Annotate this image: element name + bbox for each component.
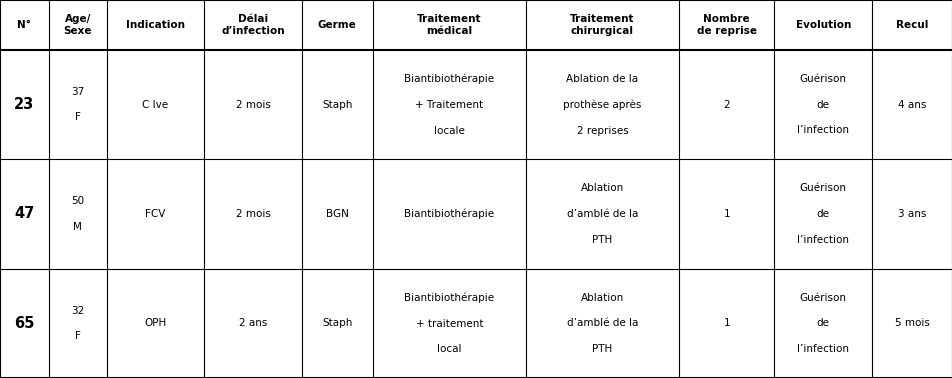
Text: Ablation

d’amblé de la

PTH: Ablation d’amblé de la PTH [566, 183, 638, 245]
Text: C Ive: C Ive [142, 100, 169, 110]
Text: Nombre
de reprise: Nombre de reprise [697, 14, 757, 36]
Text: BGN: BGN [326, 209, 348, 219]
Text: Délai
d’infection: Délai d’infection [221, 14, 285, 36]
Text: 4 ans: 4 ans [898, 100, 926, 110]
Text: 5 mois: 5 mois [895, 318, 929, 328]
Text: Evolution: Evolution [796, 20, 851, 30]
Text: 1: 1 [724, 209, 730, 219]
Text: OPH: OPH [144, 318, 167, 328]
Text: FCV: FCV [145, 209, 166, 219]
Text: Ablation

d’amblé de la

PTH: Ablation d’amblé de la PTH [566, 293, 638, 354]
Text: 50

M: 50 M [71, 196, 84, 232]
Text: Guérison

de

l’infection: Guérison de l’infection [797, 183, 849, 245]
Text: 37

F: 37 F [71, 87, 85, 122]
Text: 2 mois: 2 mois [235, 100, 270, 110]
Text: Biantibiothérapie

+ Traitement

locale: Biantibiothérapie + Traitement locale [405, 74, 494, 136]
Text: 2 mois: 2 mois [235, 209, 270, 219]
Text: 47: 47 [14, 206, 34, 222]
Text: Age/
Sexe: Age/ Sexe [64, 14, 92, 36]
Text: Biantibiothérapie: Biantibiothérapie [405, 209, 494, 219]
Text: Germe: Germe [318, 20, 357, 30]
Text: Staph: Staph [322, 100, 352, 110]
Text: 23: 23 [14, 97, 34, 112]
Text: Indication: Indication [126, 20, 185, 30]
Text: 2: 2 [724, 100, 730, 110]
Text: Biantibiothérapie

+ traitement

local: Biantibiothérapie + traitement local [405, 293, 494, 354]
Text: N°: N° [17, 20, 31, 30]
Text: Staph: Staph [322, 318, 352, 328]
Text: Traitement
médical: Traitement médical [417, 14, 482, 36]
Text: Recul: Recul [896, 20, 928, 30]
Text: Ablation de la

prothèse après

2 reprises: Ablation de la prothèse après 2 reprises [564, 74, 642, 136]
Text: 1: 1 [724, 318, 730, 328]
Text: 2 ans: 2 ans [239, 318, 268, 328]
Text: Guérison

de

l’infection: Guérison de l’infection [797, 74, 849, 135]
Text: Traitement
chirurgical: Traitement chirurgical [570, 14, 635, 36]
Text: 32

F: 32 F [71, 305, 85, 341]
Text: 3 ans: 3 ans [898, 209, 926, 219]
Text: Guérison

de

l’infection: Guérison de l’infection [797, 293, 849, 354]
Text: 65: 65 [14, 316, 34, 331]
